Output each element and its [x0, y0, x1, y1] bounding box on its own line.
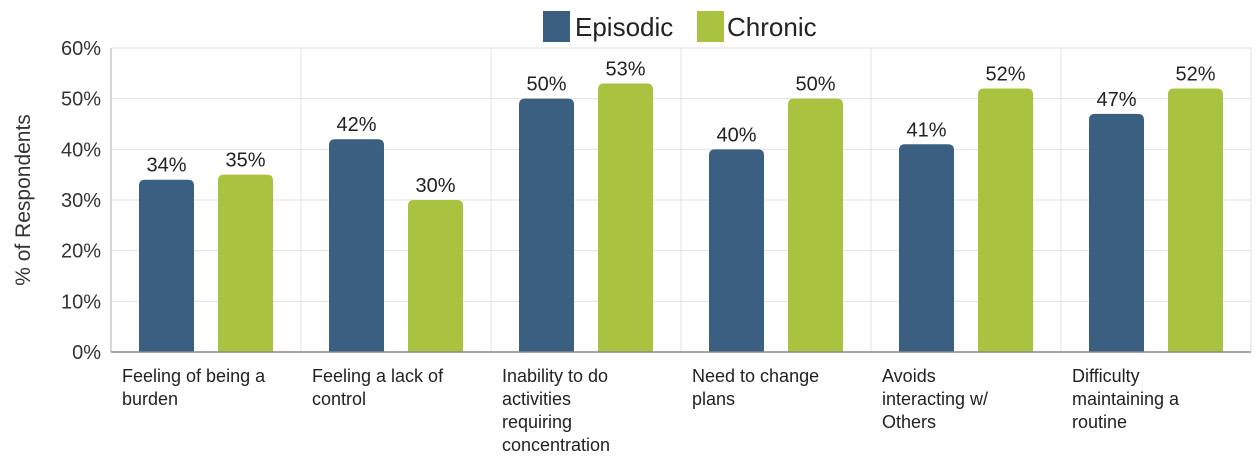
x-category-label: Difficulty maintaining a routine	[1072, 366, 1180, 432]
x-category-label-line: Inability to do	[502, 366, 608, 386]
x-category-label-line: Difficulty	[1072, 366, 1140, 386]
legend-label-episodic: Episodic	[575, 12, 673, 42]
bars	[139, 83, 1223, 353]
x-category-label: Need to change plans	[692, 366, 819, 409]
legend-swatch-chronic	[697, 11, 724, 42]
y-tick-label: 20%	[61, 241, 101, 263]
gridlines	[110, 47, 1252, 352]
y-axis-title: % of Respondents	[12, 114, 35, 286]
x-category-label-line: interacting w/	[882, 389, 988, 409]
bar-value-label: 34%	[146, 155, 186, 177]
bar-chronic	[218, 174, 273, 352]
x-category-label-line: burden	[122, 389, 178, 409]
x-category-label: Feeling of being a burden	[122, 366, 266, 409]
bar-value-label: 52%	[1175, 64, 1215, 86]
bar-value-label: 35%	[225, 150, 265, 172]
x-category-label-line: plans	[692, 389, 735, 409]
value-labels: 34% 35% 42% 30% 50% 53% 40% 50% 41% 52% 47% 52%	[146, 58, 1215, 197]
x-category-label: Inability to do activities requiring concen…	[502, 366, 610, 455]
y-tick-label: 60%	[61, 38, 101, 60]
bar-value-label: 41%	[906, 119, 946, 141]
bar-episodic	[139, 179, 194, 352]
bar-chronic	[788, 98, 843, 353]
y-tick-label: 30%	[61, 190, 101, 212]
y-tick-label: 10%	[61, 291, 101, 313]
bar-value-label: 42%	[336, 114, 376, 136]
y-tick-label: 50%	[61, 89, 101, 111]
x-category-label-line: Need to change	[692, 366, 819, 386]
x-category-label-line: Feeling a lack of	[312, 366, 444, 386]
x-category-label-line: maintaining a	[1072, 389, 1180, 409]
y-tick-label: 0%	[72, 342, 101, 364]
bar-value-label: 47%	[1096, 89, 1136, 111]
bar-value-label: 40%	[716, 124, 756, 146]
legend-swatch-episodic	[543, 11, 570, 42]
x-category-label-line: requiring	[502, 412, 572, 432]
axes: 0% 10% 20% 30% 40% 50% 60% Feeling of being a bu…	[61, 38, 1251, 455]
x-category-label-line: Feeling of being a	[122, 366, 266, 386]
bar-chronic	[1168, 88, 1223, 353]
bar-value-label: 53%	[605, 58, 645, 80]
x-category-label-line: Others	[882, 412, 936, 432]
bar-value-label: 50%	[526, 74, 566, 96]
bar-episodic	[709, 149, 764, 352]
x-category-label-line: routine	[1072, 412, 1127, 432]
x-category-label-line: activities	[502, 389, 571, 409]
bar-episodic	[899, 144, 954, 352]
bar-chronic	[408, 200, 463, 352]
bar-episodic	[519, 98, 574, 353]
bar-value-label: 30%	[415, 175, 455, 197]
bar-value-label: 52%	[985, 64, 1025, 86]
bar-episodic	[1089, 113, 1144, 352]
bar-value-label: 50%	[795, 74, 835, 96]
y-tick-label: 40%	[61, 139, 101, 161]
x-category-label-line: Avoids	[882, 366, 936, 386]
x-category-label-line: concentration	[502, 435, 610, 455]
legend: Episodic Chronic	[543, 11, 817, 42]
bar-chronic	[598, 83, 653, 352]
x-category-label-line: control	[312, 389, 366, 409]
x-category-label: Avoids interacting w/Others	[882, 366, 988, 432]
x-category-label: Feeling a lack of control	[312, 366, 444, 409]
bar-episodic	[329, 139, 384, 352]
bar-chronic	[978, 88, 1033, 353]
legend-label-chronic: Chronic	[727, 12, 817, 42]
